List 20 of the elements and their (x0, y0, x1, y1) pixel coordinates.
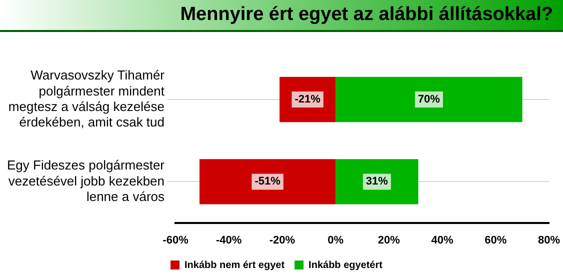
data-label: 70% (418, 94, 440, 106)
x-tick-label: 80% (538, 234, 560, 246)
x-tick-label: 0% (328, 234, 344, 246)
legend-label: Inkább egyetért (308, 260, 384, 271)
data-label: 31% (366, 176, 388, 188)
x-tick-label: 60% (484, 234, 507, 246)
chart-title: Mennyire ért egyet az alábbi állításokkal? (0, 0, 563, 32)
y-tick-label: Egy Fideszes polgármester vezetésével jobb kezekben lenne a város (6, 158, 166, 204)
x-tick-label: -60% (162, 234, 189, 246)
bar (336, 76, 522, 122)
y-tick-label: Warvasovszky Tihamér polgármester mindent megtesz a válság kezelése érdekében, amit csak tud (8, 68, 166, 130)
bar (200, 159, 336, 204)
bar (336, 159, 418, 204)
x-tick-label: -20% (269, 234, 296, 246)
x-tick-label: 20% (378, 234, 400, 246)
data-label: -21% (294, 94, 321, 106)
x-tick-label: -40% (216, 234, 242, 246)
data-label: -51% (254, 176, 281, 188)
x-tick-label: 40% (431, 234, 454, 246)
legend-label: Inkább nem ért egyet (184, 260, 286, 271)
